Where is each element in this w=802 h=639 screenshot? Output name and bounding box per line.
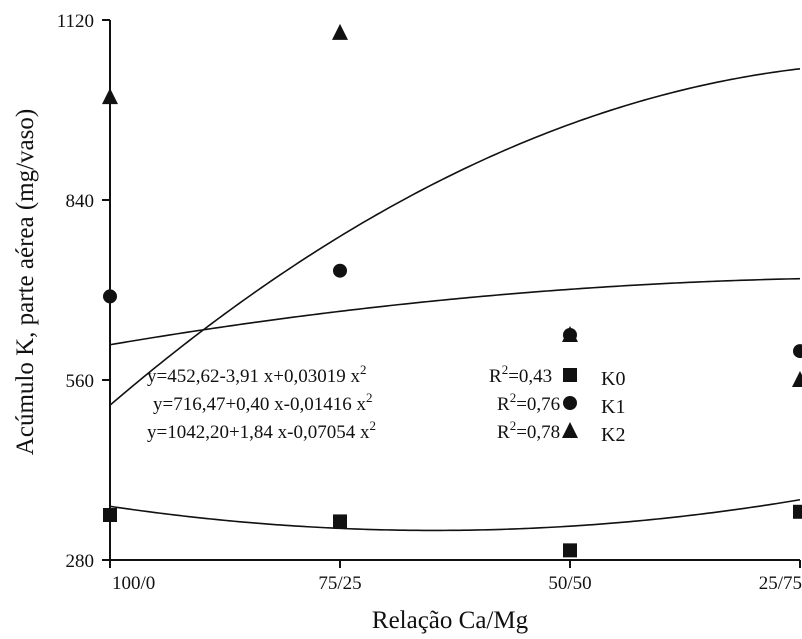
legend-equation-k0: y=452,62-3,91 x+0,03019 x2: [147, 362, 367, 387]
fit-curve-k2: [109, 67, 801, 406]
legend-marker-k0: [563, 368, 577, 382]
point-k1: [103, 289, 117, 304]
legend-r2-k0: R2=0,43: [489, 362, 552, 387]
legend-equation-k2: y=1042,20+1,84 x-0,07054 x2: [147, 418, 376, 443]
fit-curves: [109, 67, 801, 532]
fit-curve-k1: [109, 277, 801, 346]
point-k0: [563, 543, 577, 558]
legend-label-k0: K0: [601, 368, 625, 390]
data-points: [102, 23, 802, 558]
point-k2: [792, 371, 802, 387]
legend-r2-k1: R2=0,76: [497, 390, 560, 415]
point-k1: [793, 344, 802, 359]
x-ticks: 100/0 75/25 50/50 25/75: [109, 560, 802, 594]
legend-label-k1: K1: [601, 396, 625, 418]
y-tick-label: 280: [66, 551, 95, 572]
y-tick-label: 560: [66, 371, 95, 392]
point-k2: [562, 326, 578, 342]
legend-label-k2: K2: [601, 424, 625, 446]
x-tick-label: 75/25: [318, 573, 361, 594]
legend-marker-k2: [562, 422, 578, 438]
x-tick-label: 100/0: [112, 573, 155, 594]
legend: y=452,62-3,91 x+0,03019 x2 R2=0,43 K0 y=716…: [147, 362, 625, 446]
axes: [109, 20, 800, 561]
point-k2: [102, 88, 118, 105]
point-k0: [333, 514, 347, 529]
y-ticks: 280 560 840 1120: [57, 11, 110, 572]
x-axis-title: Relação Ca/Mg: [372, 607, 529, 634]
point-k1: [333, 263, 347, 278]
x-tick-label: 50/50: [548, 573, 591, 594]
fit-curve-k0: [109, 498, 801, 532]
point-k2: [332, 23, 348, 40]
x-tick-label: 25/75: [759, 573, 802, 594]
y-tick-label: 840: [66, 191, 95, 212]
point-k0: [793, 504, 802, 519]
y-axis-title: Acúmulo K, parte aérea (mg/vaso): [12, 109, 39, 455]
legend-equation-k1: y=716,47+0,40 x-0,01416 x2: [153, 390, 373, 415]
legend-r2-k2: R2=0,78: [497, 418, 560, 443]
point-k0: [103, 508, 117, 522]
y-tick-label: 1120: [57, 11, 94, 32]
legend-marker-k1: [563, 396, 577, 410]
